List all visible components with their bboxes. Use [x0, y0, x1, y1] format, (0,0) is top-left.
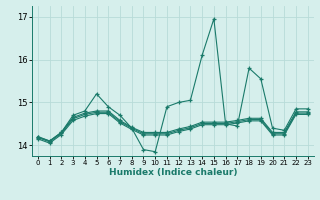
X-axis label: Humidex (Indice chaleur): Humidex (Indice chaleur) — [108, 168, 237, 177]
